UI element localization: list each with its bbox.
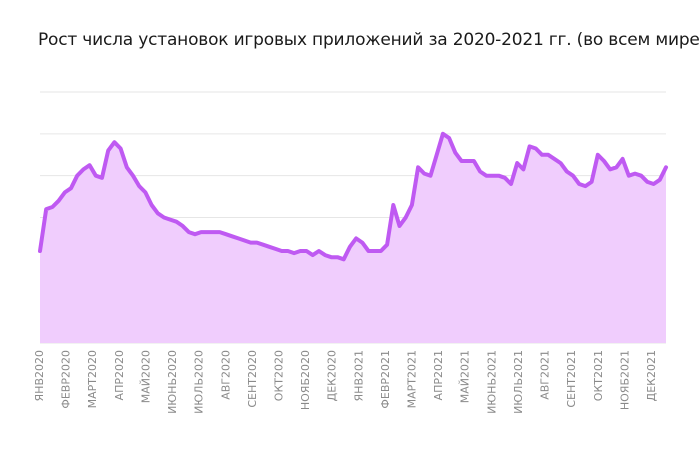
x-tick-label: СЕНТ2021 xyxy=(565,350,578,408)
x-tick-label: ЯНВ2021 xyxy=(352,350,365,401)
x-tick-label: СЕНТ2020 xyxy=(246,350,259,408)
area-fill xyxy=(40,133,666,343)
x-tick-label: МАЙ2021 xyxy=(459,350,472,403)
x-tick-label: ИЮЛЬ2020 xyxy=(193,350,206,414)
chart-title: Рост числа установок игровых приложений … xyxy=(38,30,700,50)
x-tick-label: АПР2021 xyxy=(432,350,445,400)
x-tick-label: АВГ2021 xyxy=(539,350,552,400)
x-tick-label: ИЮНЬ2020 xyxy=(166,350,179,414)
x-tick-label: МАРТ2020 xyxy=(86,350,99,408)
x-tick-label: МАРТ2021 xyxy=(406,350,419,408)
x-tick-label: ИЮЛЬ2021 xyxy=(512,350,525,414)
x-tick-label: ДЕК2020 xyxy=(326,350,339,401)
x-tick-label: НОЯБ2021 xyxy=(618,350,631,410)
x-tick-label: ЯНВ2020 xyxy=(33,350,46,401)
x-tick-label: ФЕВР2021 xyxy=(379,350,392,409)
x-tick-label: ОКТ2020 xyxy=(272,350,285,401)
x-tick-label: ДЕК2021 xyxy=(645,350,658,401)
x-tick-label: ФЕВР2020 xyxy=(60,350,73,409)
x-tick-label: АВГ2020 xyxy=(219,350,232,400)
x-tick-label: НОЯБ2020 xyxy=(299,350,312,410)
x-tick-labels: ЯНВ2020 ФЕВР2020 МАРТ2020 АПР2020 МАЙ2020 ИЮН… xyxy=(33,350,658,414)
x-tick-label: ОКТ2021 xyxy=(592,350,605,401)
x-tick-label: АПР2020 xyxy=(113,350,126,400)
x-tick-label: МАЙ2020 xyxy=(139,350,152,403)
x-tick-label: ИЮНЬ2021 xyxy=(485,350,498,414)
series-line xyxy=(38,131,668,262)
